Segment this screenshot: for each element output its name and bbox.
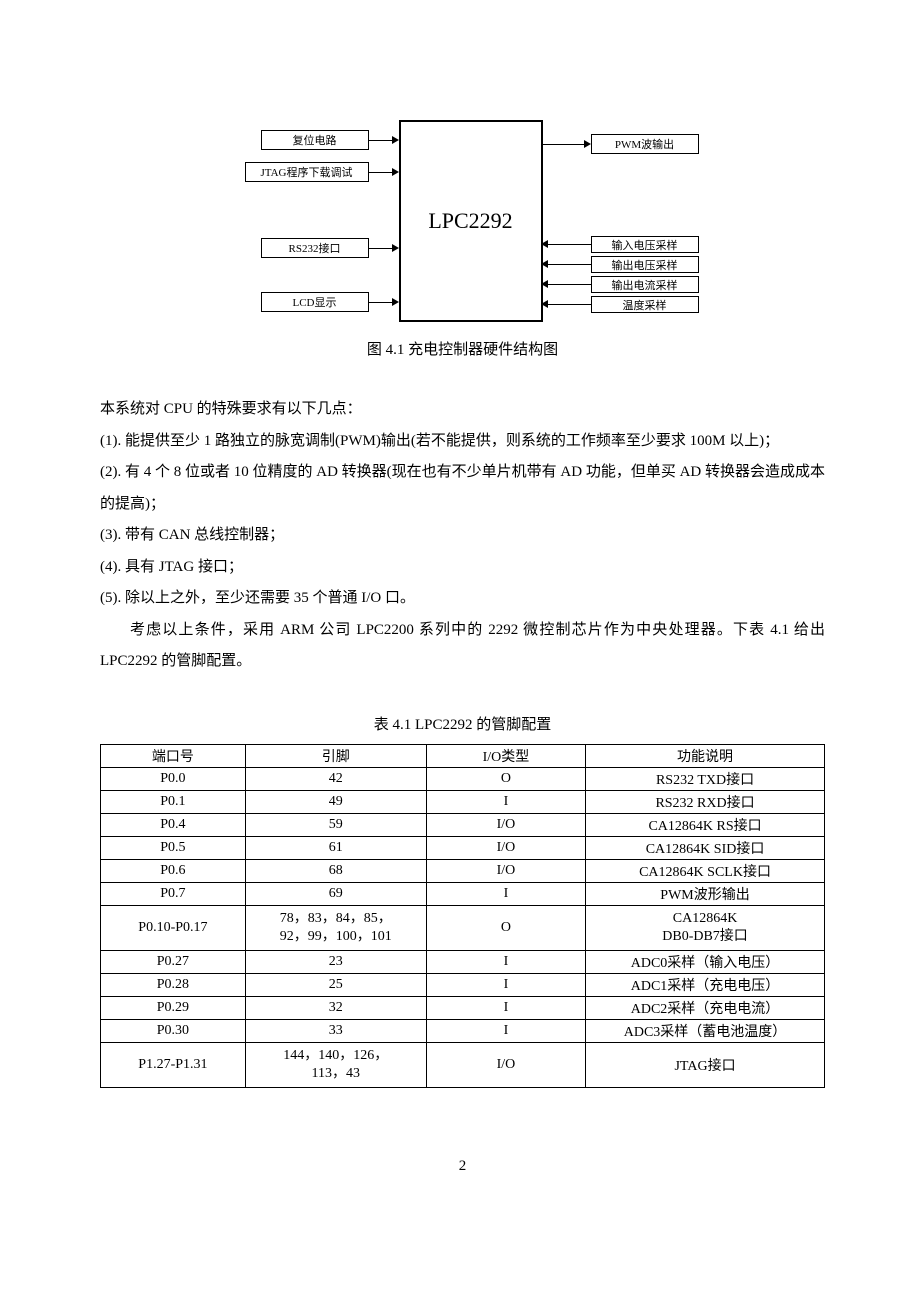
left-box-2: RS232接口 (261, 238, 369, 258)
conclusion-paragraph: 考虑以上条件，采用 ARM 公司 LPC2200 系列中的 2292 微控制芯片… (100, 615, 825, 678)
table-row: P0.10-P0.1778，83，84，85，92，99，100，101OCA1… (101, 905, 825, 950)
table-cell: 32 (245, 996, 426, 1019)
right-box-2: 输出电压采样 (591, 256, 699, 273)
table-cell: P0.30 (101, 1019, 246, 1042)
requirement-1: (1). 能提供至少 1 路独立的脉宽调制(PWM)输出(若不能提供，则系统的工… (100, 426, 825, 458)
table-cell: JTAG接口 (586, 1042, 825, 1087)
table-cell: P0.4 (101, 813, 246, 836)
table-header-cell: I/O类型 (426, 744, 585, 767)
table-cell: P0.28 (101, 973, 246, 996)
table-cell: 69 (245, 882, 426, 905)
center-chip-box: LPC2292 (399, 120, 543, 322)
table-header-cell: 引脚 (245, 744, 426, 767)
table-cell: I (426, 973, 585, 996)
requirement-2: (2). 有 4 个 8 位或者 10 位精度的 AD 转换器(现在也有不少单片… (100, 457, 825, 520)
table-cell: P0.10-P0.17 (101, 905, 246, 950)
table-cell: PWM波形输出 (586, 882, 825, 905)
table-cell: ADC1采样（充电电压） (586, 973, 825, 996)
table-header-cell: 功能说明 (586, 744, 825, 767)
table-cell: 144，140，126，113，43 (245, 1042, 426, 1087)
table-cell: ADC0采样（输入电压） (586, 950, 825, 973)
table-cell: 59 (245, 813, 426, 836)
table-row: P0.2723IADC0采样（输入电压） (101, 950, 825, 973)
table-header-row: 端口号引脚I/O类型功能说明 (101, 744, 825, 767)
table-row: P0.042ORS232 TXD接口 (101, 767, 825, 790)
table-cell: CA12864K SCLK接口 (586, 859, 825, 882)
table-row: P0.2932IADC2采样（充电电流） (101, 996, 825, 1019)
table-cell: I/O (426, 836, 585, 859)
table-cell: P0.0 (101, 767, 246, 790)
table-row: P0.561I/OCA12864K SID接口 (101, 836, 825, 859)
intro-line: 本系统对 CPU 的特殊要求有以下几点： (100, 394, 825, 426)
table-cell: CA12864K SID接口 (586, 836, 825, 859)
table-row: P0.668I/OCA12864K SCLK接口 (101, 859, 825, 882)
table-cell: P0.7 (101, 882, 246, 905)
table-cell: I/O (426, 859, 585, 882)
table-cell: 23 (245, 950, 426, 973)
table-cell: 49 (245, 790, 426, 813)
pin-config-table: 端口号引脚I/O类型功能说明P0.042ORS232 TXD接口P0.149IR… (100, 744, 825, 1089)
table-cell: I (426, 882, 585, 905)
right-box-1: 输入电压采样 (591, 236, 699, 253)
table-row: P0.149IRS232 RXD接口 (101, 790, 825, 813)
table-cell: 42 (245, 767, 426, 790)
table-cell: 33 (245, 1019, 426, 1042)
right-box-3: 输出电流采样 (591, 276, 699, 293)
table-cell: CA12864KDB0-DB7接口 (586, 905, 825, 950)
table-row: P0.2825IADC1采样（充电电压） (101, 973, 825, 996)
table-cell: P0.5 (101, 836, 246, 859)
right-box-4: 温度采样 (591, 296, 699, 313)
table-cell: I/O (426, 1042, 585, 1087)
table-cell: CA12864K RS接口 (586, 813, 825, 836)
table-cell: RS232 RXD接口 (586, 790, 825, 813)
table-row: P0.459I/OCA12864K RS接口 (101, 813, 825, 836)
table-cell: ADC2采样（充电电流） (586, 996, 825, 1019)
requirement-5: (5). 除以上之外，至少还需要 35 个普通 I/O 口。 (100, 583, 825, 615)
table-cell: 78，83，84，85，92，99，100，101 (245, 905, 426, 950)
table-cell: 25 (245, 973, 426, 996)
table-cell: I (426, 790, 585, 813)
requirement-4: (4). 具有 JTAG 接口； (100, 552, 825, 584)
block-diagram: LPC2292 复位电路 JTAG程序下载调试 RS232接口 LCD显示 PWM波输出输… (223, 120, 703, 320)
body-text: 本系统对 CPU 的特殊要求有以下几点： (1). 能提供至少 1 路独立的脉宽… (100, 394, 825, 678)
table-cell: I (426, 1019, 585, 1042)
page-number: 2 (100, 1158, 825, 1175)
table-cell: O (426, 905, 585, 950)
table-caption: 表 4.1 LPC2292 的管脚配置 (100, 713, 825, 734)
page-container: LPC2292 复位电路 JTAG程序下载调试 RS232接口 LCD显示 PWM波输出输… (0, 0, 920, 1225)
left-box-1: JTAG程序下载调试 (245, 162, 369, 182)
table-cell: P1.27-P1.31 (101, 1042, 246, 1087)
table-cell: I (426, 950, 585, 973)
requirement-3: (3). 带有 CAN 总线控制器； (100, 520, 825, 552)
figure-caption: 图 4.1 充电控制器硬件结构图 (100, 338, 825, 359)
table-cell: O (426, 767, 585, 790)
table-cell: 61 (245, 836, 426, 859)
table-row: P0.3033IADC3采样（蓄电池温度） (101, 1019, 825, 1042)
table-cell: P0.27 (101, 950, 246, 973)
left-box-0: 复位电路 (261, 130, 369, 150)
table-cell: I/O (426, 813, 585, 836)
table-cell: ADC3采样（蓄电池温度） (586, 1019, 825, 1042)
table-header-cell: 端口号 (101, 744, 246, 767)
right-box-0: PWM波输出 (591, 134, 699, 154)
table-cell: 68 (245, 859, 426, 882)
table-cell: P0.29 (101, 996, 246, 1019)
table-row: P1.27-P1.31144，140，126，113，43I/OJTAG接口 (101, 1042, 825, 1087)
table-cell: RS232 TXD接口 (586, 767, 825, 790)
table-row: P0.769IPWM波形输出 (101, 882, 825, 905)
left-box-3: LCD显示 (261, 292, 369, 312)
table-cell: P0.6 (101, 859, 246, 882)
table-cell: I (426, 996, 585, 1019)
table-cell: P0.1 (101, 790, 246, 813)
